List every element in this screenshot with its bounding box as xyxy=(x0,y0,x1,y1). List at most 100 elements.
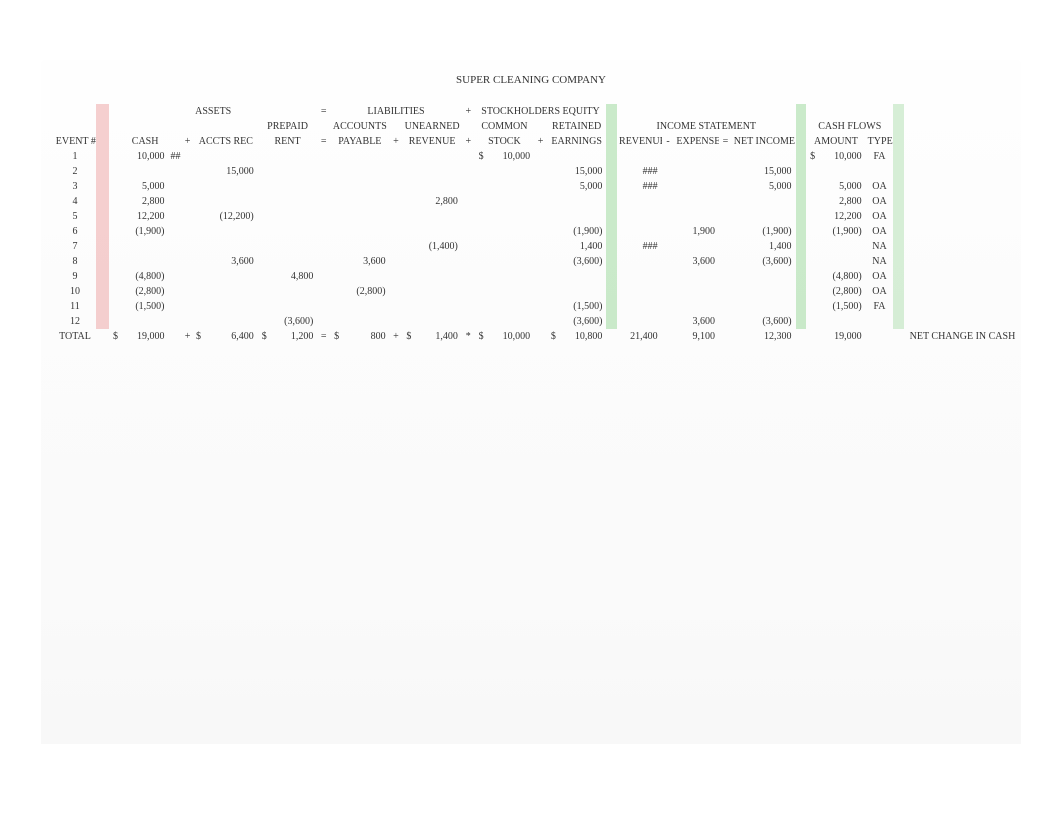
cf-val: 2,800 xyxy=(821,194,866,209)
table-row: 512,200(12,200)12,200OA xyxy=(41,209,1021,224)
rev-val: ### xyxy=(617,164,662,179)
pr-cur xyxy=(258,194,273,209)
hl xyxy=(606,179,617,194)
re-cur xyxy=(547,239,562,254)
pad xyxy=(41,254,54,269)
exp-val: 1,900 xyxy=(674,224,719,239)
ur-cur xyxy=(402,254,417,269)
ap-cur xyxy=(330,179,345,194)
op xyxy=(462,254,475,269)
cs-val xyxy=(490,284,535,299)
cf-cur xyxy=(806,314,821,329)
ar-val xyxy=(194,239,258,254)
cash-note xyxy=(169,239,182,254)
pr-cur xyxy=(258,254,273,269)
re-val xyxy=(562,284,607,299)
type-val: NA xyxy=(866,254,894,269)
cf-cur xyxy=(806,269,821,284)
pr-val: 4,800 xyxy=(273,269,318,284)
op xyxy=(462,209,475,224)
pad xyxy=(904,164,1021,179)
ur-cur xyxy=(402,299,417,314)
exp-val xyxy=(674,284,719,299)
eq-1: = xyxy=(317,134,330,149)
cash-val: (4,800) xyxy=(124,269,169,284)
cs-cur: $ xyxy=(475,149,490,164)
cs-val xyxy=(490,194,535,209)
se-header: STOCKHOLDERS EQUITY xyxy=(475,104,607,119)
cs-h1: COMMON xyxy=(475,119,535,134)
table-row: 42,8002,8002,800OA xyxy=(41,194,1021,209)
cf-cur xyxy=(806,194,821,209)
ar-val xyxy=(194,224,258,239)
hl xyxy=(893,209,904,224)
op xyxy=(719,239,732,254)
total-star: * xyxy=(462,329,475,344)
rev-val xyxy=(617,299,662,314)
ni-val: (3,600) xyxy=(732,314,796,329)
pad xyxy=(41,209,54,224)
ap-val xyxy=(345,194,390,209)
type-h: TYPE xyxy=(866,134,894,149)
hl xyxy=(893,179,904,194)
cash-val xyxy=(124,164,169,179)
re-cur xyxy=(547,284,562,299)
re-cur xyxy=(547,179,562,194)
ur-val: (1,400) xyxy=(417,239,462,254)
total-cash: 19,000 xyxy=(124,329,169,344)
ur-val xyxy=(417,164,462,179)
re-val: 1,400 xyxy=(562,239,607,254)
plus-op: + xyxy=(462,104,475,119)
ap-cur xyxy=(330,284,345,299)
ni-val: 15,000 xyxy=(732,164,796,179)
cs-cur xyxy=(475,254,490,269)
hl xyxy=(796,314,807,329)
re-val xyxy=(562,149,607,164)
exp-val xyxy=(674,209,719,224)
op xyxy=(534,149,547,164)
ap-h2: PAYABLE xyxy=(330,134,390,149)
pr-cur xyxy=(258,149,273,164)
ur-val xyxy=(417,314,462,329)
event-num: 2 xyxy=(54,164,97,179)
op xyxy=(181,254,194,269)
ur-cur xyxy=(402,314,417,329)
cash-val: 10,000 xyxy=(124,149,169,164)
cash-cur xyxy=(109,209,124,224)
ur-cur xyxy=(402,269,417,284)
is-header: INCOME STATEMENT xyxy=(617,119,796,134)
op xyxy=(181,164,194,179)
pad xyxy=(41,149,54,164)
prepaid-h2: RENT xyxy=(258,134,318,149)
hl xyxy=(796,164,807,179)
cash-note xyxy=(169,284,182,299)
hl xyxy=(606,194,617,209)
re-val: (1,900) xyxy=(562,224,607,239)
type-val: OA xyxy=(866,179,894,194)
pad xyxy=(904,149,1021,164)
total-row: TOTAL $ 19,000 + $6,400 $ 1,200 = $ 800 … xyxy=(41,329,1021,344)
op xyxy=(317,284,330,299)
table-row: 215,00015,000###15,000 xyxy=(41,164,1021,179)
ar-h: ACCTS REC xyxy=(194,134,258,149)
op xyxy=(534,224,547,239)
op xyxy=(317,209,330,224)
hl xyxy=(606,299,617,314)
ap-cur xyxy=(330,314,345,329)
pr-val xyxy=(273,209,318,224)
pad xyxy=(41,194,54,209)
cash-val: (2,800) xyxy=(124,284,169,299)
op xyxy=(662,239,675,254)
plus-3: + xyxy=(462,134,475,149)
hl xyxy=(606,209,617,224)
re-h2: EARNINGS xyxy=(547,134,607,149)
cf-cur xyxy=(806,254,821,269)
eq-op: = xyxy=(317,104,330,119)
ar-val xyxy=(194,194,258,209)
op xyxy=(662,314,675,329)
plus-1: + xyxy=(181,134,194,149)
op xyxy=(317,224,330,239)
op xyxy=(390,239,403,254)
op xyxy=(181,299,194,314)
cs-val xyxy=(490,224,535,239)
